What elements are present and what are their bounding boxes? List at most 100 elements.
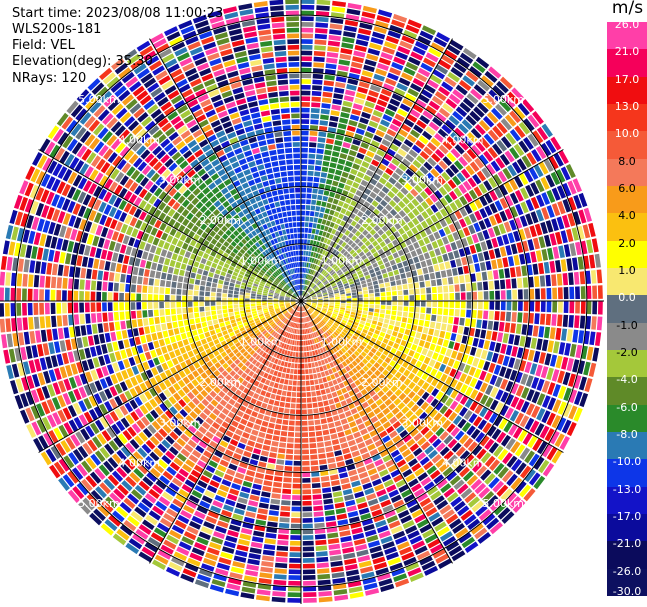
gate-cell [479,406,489,418]
gate-cell [330,110,340,117]
gate-cell [194,312,200,318]
gate-cell [411,270,418,277]
gate-cell [568,315,574,328]
gate-cell [65,339,72,351]
gate-cell [204,552,218,561]
gate-cell [268,342,273,348]
gate-cell [234,508,245,516]
gate-cell [191,435,201,444]
gate-cell [354,318,360,323]
gate-cell [545,274,551,287]
gate-cell [371,320,378,325]
gate-cell [440,394,449,404]
gate-cell [333,223,339,230]
gate-cell [478,154,489,166]
gate-cell [307,316,310,322]
gate-cell [273,481,282,488]
gate-cell [482,115,495,128]
gate-cell [4,303,10,317]
gate-cell [439,218,448,228]
gate-cell [472,461,483,473]
gate-cell [190,272,196,279]
gate-cell [484,397,494,408]
gate-cell [240,592,255,600]
gate-cell [525,375,534,388]
gate-cell [460,168,471,179]
gate-cell [332,180,339,187]
gate-cell [371,453,381,462]
gate-cell [296,311,299,317]
gate-cell [301,187,307,193]
gate-cell [153,294,159,301]
gate-cell [259,370,265,377]
gate-cell [369,448,379,457]
gate-cell [404,93,417,103]
gate-cell [322,291,328,294]
gate-cell [415,360,423,369]
gate-cell [382,377,390,385]
gate-cell [301,176,307,182]
gate-cell [473,186,483,197]
gate-cell [256,589,271,596]
gate-cell [367,398,375,406]
gate-cell [402,419,412,429]
gate-cell [85,279,91,290]
gate-cell [471,500,484,513]
gate-cell [318,267,322,273]
gate-cell [431,516,444,527]
gate-cell [372,208,380,216]
gate-cell [489,290,495,300]
gate-cell [443,293,449,300]
gate-cell [443,434,454,445]
gate-cell [336,280,342,285]
gate-cell [273,298,279,300]
gate-cell [153,302,159,309]
gate-cell [394,181,403,190]
gate-cell [207,320,213,326]
gate-cell [267,297,273,300]
gate-cell [111,252,119,262]
gate-cell [151,559,167,570]
gate-cell [315,337,320,343]
gate-cell [382,504,394,513]
gate-cell [512,289,518,300]
gate-cell [419,114,431,125]
gate-cell [39,316,46,329]
gate-cell [345,365,351,372]
gate-cell [432,438,442,448]
gate-cell [95,345,103,356]
gate-cell [160,316,166,324]
gate-cell [398,163,408,172]
gate-cell [474,263,481,272]
gate-cell [407,317,413,324]
gate-cell [233,415,242,423]
gate-cell [281,372,286,379]
gate-cell [287,339,291,345]
gate-cell [301,44,313,50]
gate-cell [119,524,133,536]
gate-cell [216,445,226,453]
gate-cell [547,340,554,353]
gate-cell [411,366,419,375]
gate-cell [102,302,107,312]
gate-cell [461,536,476,549]
gate-cell [347,78,359,86]
gate-cell [457,483,469,495]
gate-cell [257,508,268,515]
gate-cell [577,256,584,270]
gate-cell [193,296,199,301]
gate-cell [467,496,481,508]
gate-cell [324,251,329,257]
gate-cell [468,224,476,235]
gate-cell [275,464,284,471]
gate-cell [453,479,465,491]
gate-cell [275,395,281,401]
gate-cell [404,329,411,336]
gate-cell [416,223,424,232]
gate-cell [191,489,203,499]
gate-cell [331,255,336,261]
gate-cell [323,272,329,277]
gate-cell [430,204,439,213]
gate-cell [212,408,221,416]
gate-cell [431,453,442,464]
